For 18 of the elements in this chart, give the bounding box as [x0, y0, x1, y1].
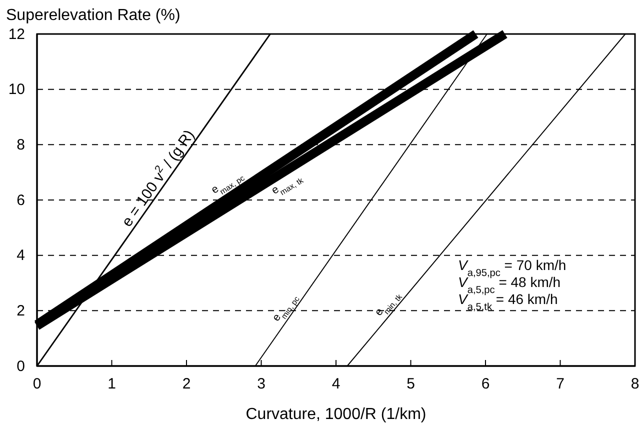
x-tick-label: 2 — [182, 376, 191, 393]
y-tick-label: 2 — [16, 302, 25, 320]
y-tick-label: 10 — [8, 81, 25, 98]
x-tick-label: 4 — [332, 376, 340, 393]
x-tick-label: 1 — [108, 376, 116, 393]
x-tick-label: 0 — [32, 376, 42, 393]
x-tick-label: 7 — [556, 376, 564, 393]
x-axis-title: Curvature, 1000/R (1/km) — [246, 406, 426, 423]
y-tick-label: 0 — [16, 358, 25, 375]
x-tick-label: 6 — [481, 376, 490, 393]
x-tick-label: 8 — [630, 376, 639, 393]
y-tick-label: 8 — [16, 136, 25, 154]
y-axis-title: Superelevation Rate (%) — [6, 7, 180, 24]
x-tick-label: 3 — [257, 376, 266, 393]
y-tick-label: 6 — [16, 192, 25, 209]
x-tick-label: 5 — [406, 376, 415, 393]
y-tick-label: 4 — [16, 247, 25, 264]
y-tick-label: 12 — [8, 26, 25, 43]
